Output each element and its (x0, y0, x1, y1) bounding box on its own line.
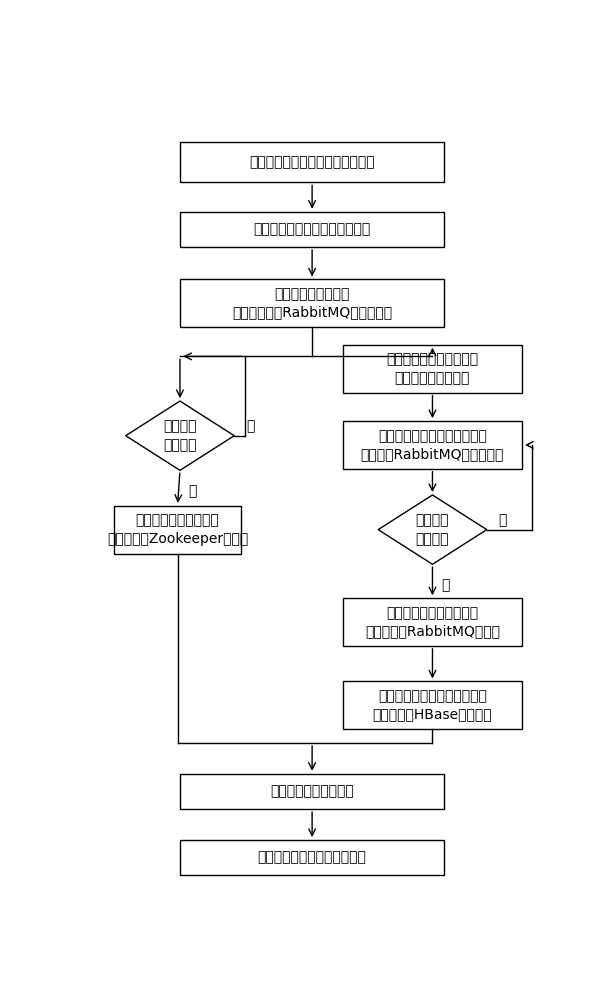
Text: 响应远程监视端的请求: 响应远程监视端的请求 (270, 784, 354, 798)
Bar (343, 681, 522, 729)
Bar (343, 345, 522, 393)
Bar (343, 598, 522, 646)
Text: 将实时能耗数据传送至
云服务器的Zookeeper群集中: 将实时能耗数据传送至 云服务器的Zookeeper群集中 (107, 513, 248, 546)
Text: 对实时能耗数据进行处理
得到非实时能耗数据: 对实时能耗数据进行处理 得到非实时能耗数据 (386, 353, 479, 385)
Text: 网络通讯
是否正常: 网络通讯 是否正常 (416, 513, 449, 546)
Bar (180, 142, 445, 182)
Bar (180, 279, 445, 327)
Polygon shape (125, 401, 234, 470)
Text: 将该非实时能耗数据写入本地
服务器的RabbitMQ消息队列中: 将该非实时能耗数据写入本地 服务器的RabbitMQ消息队列中 (361, 429, 504, 461)
Text: 网络通讯
是否正常: 网络通讯 是否正常 (163, 420, 197, 452)
Bar (343, 421, 522, 469)
Text: 是: 是 (188, 484, 197, 498)
Text: 将非实时能耗数据传送至
云服务器的RabbitMQ群集中: 将非实时能耗数据传送至 云服务器的RabbitMQ群集中 (365, 606, 500, 638)
Text: 对实时能耗数据进行序列化处理: 对实时能耗数据进行序列化处理 (253, 222, 371, 236)
Polygon shape (378, 495, 487, 564)
Bar (180, 774, 445, 809)
Text: 否: 否 (246, 419, 255, 433)
Bar (114, 506, 241, 554)
Text: 将实时能耗数据写入
本地服务器的RabbitMQ消息队列中: 将实时能耗数据写入 本地服务器的RabbitMQ消息队列中 (232, 287, 392, 319)
Text: 将非实时能耗数据存储在关系
型数据库和HBase数据库中: 将非实时能耗数据存储在关系 型数据库和HBase数据库中 (373, 689, 492, 721)
Bar (180, 212, 445, 247)
Bar (180, 840, 445, 875)
Text: 是: 是 (441, 578, 449, 592)
Text: 否: 否 (499, 513, 507, 527)
Text: 将能耗数据传送至远程监视端: 将能耗数据传送至远程监视端 (258, 851, 367, 865)
Text: 采集各台电熔镁炉的实时能耗数据: 采集各台电熔镁炉的实时能耗数据 (249, 155, 375, 169)
